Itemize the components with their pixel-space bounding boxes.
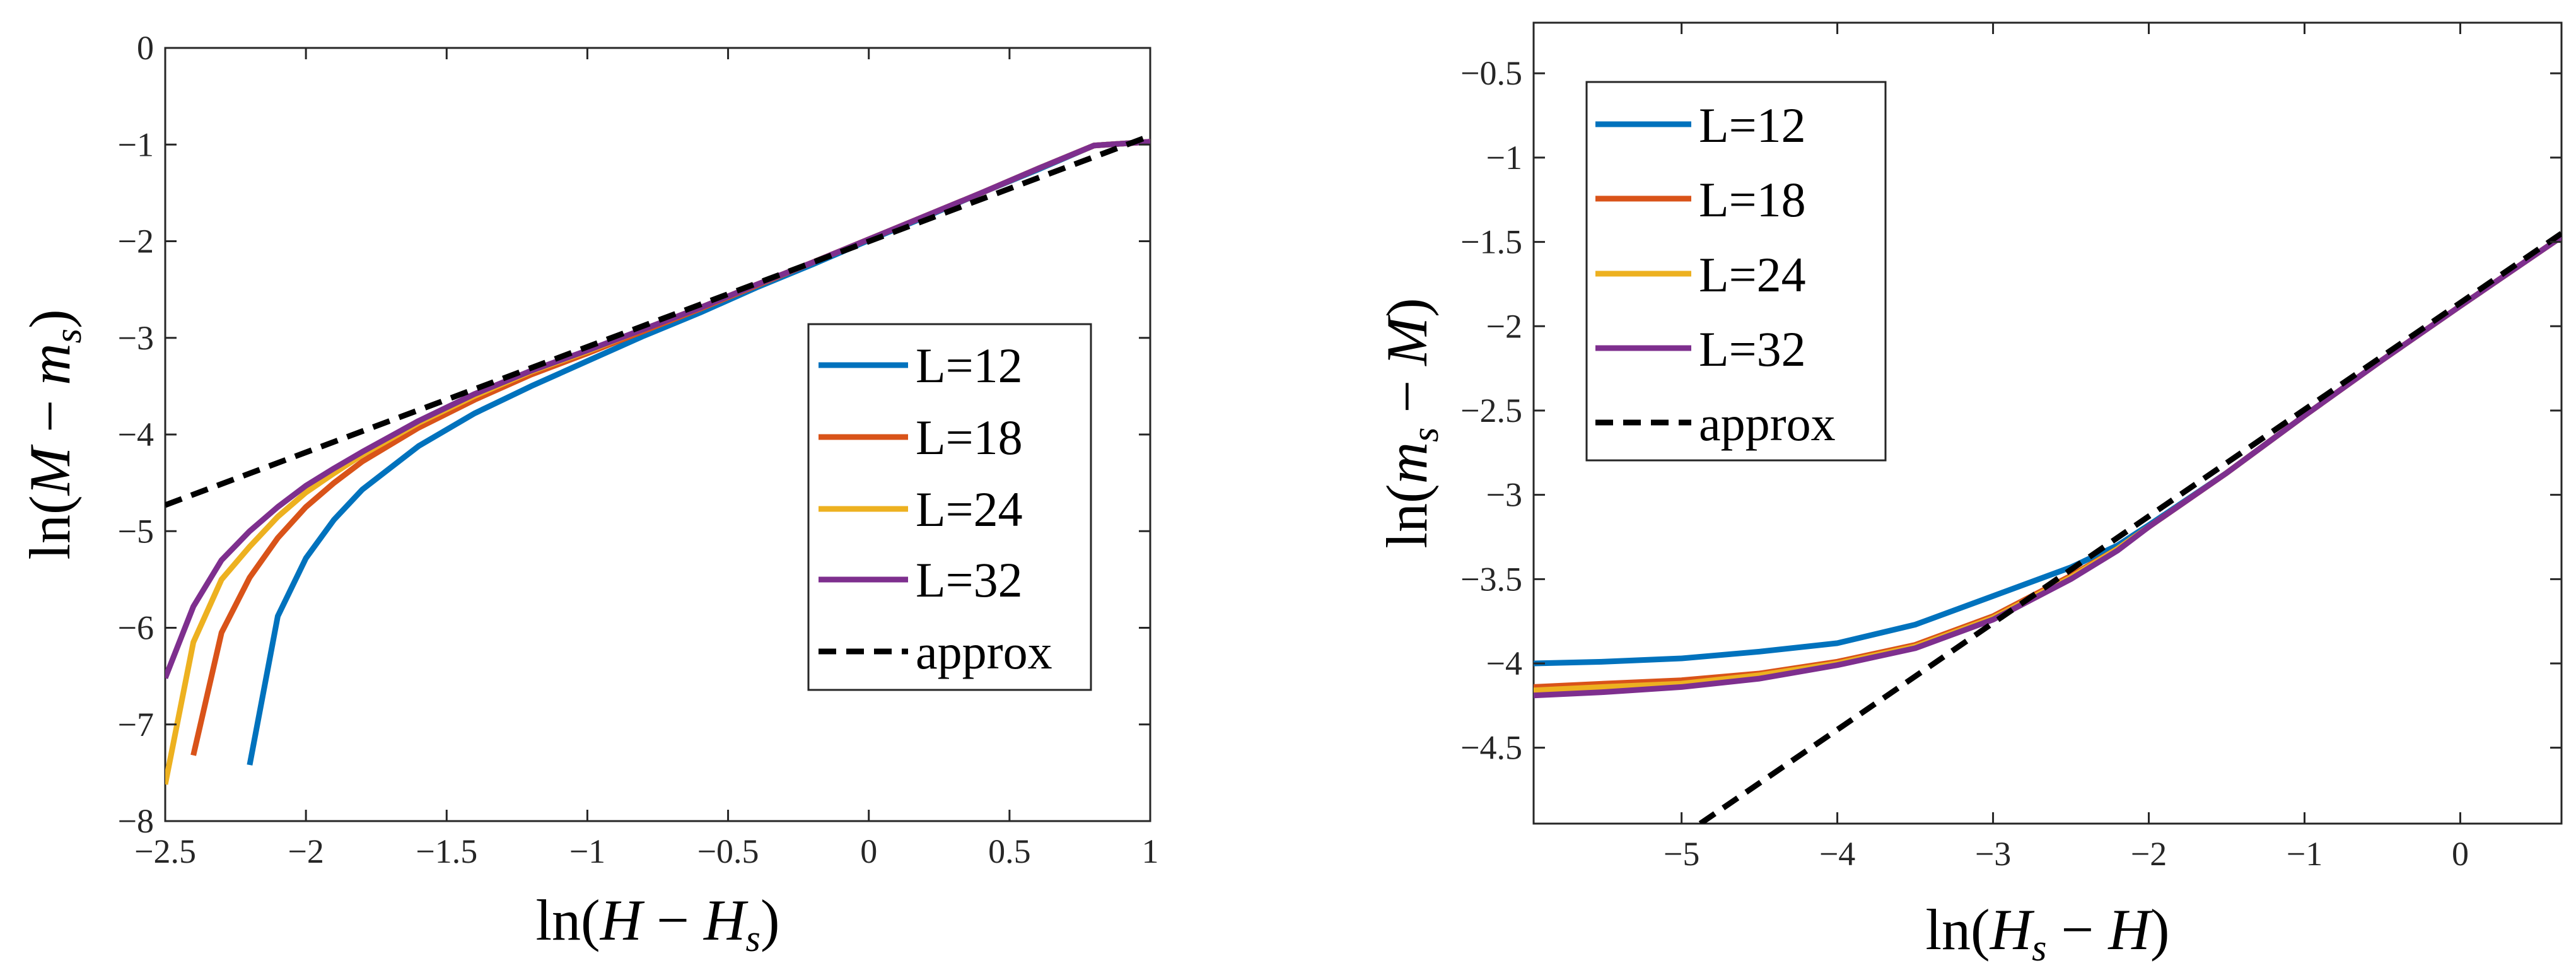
left-series-group	[165, 133, 1150, 785]
left-legend-label-approx: approx	[916, 624, 1052, 679]
right-legend-item-approx: approx	[1595, 396, 1836, 451]
right-x-tick-label: −2	[2131, 835, 2167, 873]
right-legend-label-l24: L=24	[1699, 247, 1806, 302]
left-legend-label-l32: L=32	[916, 552, 1023, 607]
left-ticks: −2.5 −2 −1.5 −1 −0.5 0 0.5 1 −8 −7 −6 −5 −4 −3 −2 −1 0	[118, 29, 1159, 870]
right-series-group	[1534, 231, 2561, 824]
left-legend-item-l18: L=18	[819, 410, 1023, 465]
right-y-tick-label: −1.5	[1460, 223, 1522, 261]
right-y-axis-label: ln(ms − M)	[1375, 298, 1446, 548]
left-x-tick-label: −0.5	[697, 832, 759, 870]
left-legend-item-l24: L=24	[819, 482, 1023, 537]
left-chart: −2.5 −2 −1.5 −1 −0.5 0 0.5 1 −8 −7 −6 −5 −4 −3 −2 −1 0 l…	[18, 29, 1159, 959]
right-x-tick-label: −1	[2287, 835, 2322, 873]
right-x-tick-label: 0	[2452, 835, 2469, 873]
right-legend-item-l12: L=12	[1595, 98, 1806, 153]
right-legend: L=12 L=18 L=24 L=32 approx	[1585, 81, 1887, 462]
left-legend-item-l12: L=12	[819, 338, 1023, 393]
left-legend-item-l32: L=32	[819, 552, 1023, 607]
left-y-tick-label: −7	[118, 706, 154, 744]
right-legend-label-l12: L=12	[1699, 98, 1806, 153]
left-y-tick-label: −1	[118, 125, 154, 163]
left-series-line-l32	[165, 139, 1150, 679]
left-x-tick-label: 0	[860, 832, 877, 870]
left-x-tick-label: −1.5	[416, 832, 477, 870]
right-y-tick-label: −3.5	[1460, 560, 1522, 598]
right-y-tick-label: −1	[1486, 139, 1522, 177]
left-y-tick-label: −3	[118, 319, 154, 357]
left-y-tick-label: −4	[118, 416, 154, 453]
left-x-axis-label: ln(H − Hs)	[536, 888, 780, 959]
left-x-tick-label: −2	[288, 832, 323, 870]
left-y-tick-label: −2	[118, 223, 154, 260]
right-x-tick-label: −5	[1664, 835, 1699, 873]
left-x-tick-label: −2.5	[134, 832, 196, 870]
right-y-tick-label: −3	[1486, 476, 1522, 514]
right-legend-item-l32: L=32	[1595, 322, 1806, 376]
right-y-tick-label: −2.5	[1460, 392, 1522, 429]
right-legend-label-l32: L=32	[1699, 322, 1806, 376]
left-legend-item-approx: approx	[819, 624, 1052, 679]
right-y-tick-label: −4	[1486, 645, 1522, 682]
right-ticks: −5 −4 −3 −2 −1 0 −4.5 −4 −3.5 −3 −2.5 −2 −1.5 −1 −0.5	[1460, 23, 2561, 873]
right-x-tick-label: −3	[1975, 835, 2011, 873]
left-x-tick-label: −1	[569, 832, 605, 870]
left-y-axis-label: ln(M − ms)	[18, 309, 89, 559]
right-legend-label-approx: approx	[1699, 396, 1836, 451]
right-x-tick-label: −4	[1819, 835, 1855, 873]
right-x-axis-label: ln(Hs − H)	[1926, 897, 2170, 969]
right-legend-item-l18: L=18	[1595, 172, 1806, 227]
left-x-tick-label: 0.5	[988, 832, 1031, 870]
right-series-line-approx	[1698, 231, 2561, 824]
right-legend-label-l18: L=18	[1699, 172, 1806, 227]
left-legend-label-l18: L=18	[916, 410, 1023, 465]
right-y-tick-label: −2	[1486, 307, 1522, 345]
right-y-tick-label: −0.5	[1460, 54, 1522, 92]
left-y-tick-label: 0	[137, 29, 154, 67]
left-legend: L=12 L=18 L=24 L=32 approx	[807, 323, 1092, 691]
left-x-tick-label: 1	[1142, 832, 1159, 870]
right-series-line-l32	[1534, 234, 2561, 699]
left-y-tick-label: −5	[118, 512, 154, 550]
left-legend-label-l12: L=12	[916, 338, 1023, 393]
left-series-line-approx	[165, 133, 1150, 508]
left-y-tick-label: −6	[118, 609, 154, 647]
right-y-tick-label: −4.5	[1460, 729, 1522, 767]
right-legend-item-l24: L=24	[1595, 247, 1806, 302]
left-y-tick-label: −8	[118, 802, 154, 840]
left-legend-label-l24: L=24	[916, 482, 1023, 537]
right-chart: −5 −4 −3 −2 −1 0−4.5−4−3.5−3−2.5−2−1.5−1−0.5 …	[1375, 21, 2563, 969]
